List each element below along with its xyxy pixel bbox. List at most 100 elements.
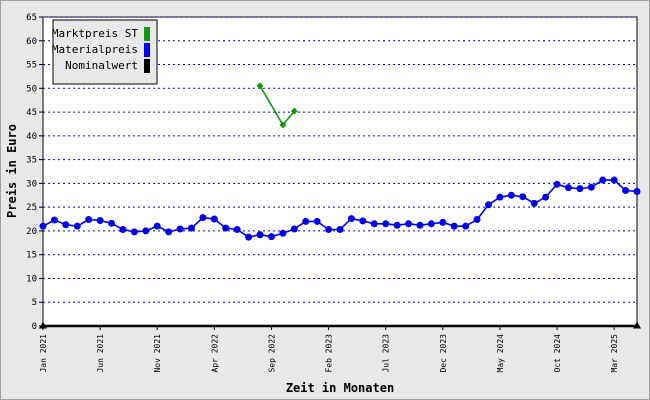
data-point [359,217,367,225]
data-point [370,220,378,228]
data-point [313,217,321,225]
x-tick-label: Feb 2023 [325,334,334,373]
data-point [188,224,195,232]
data-point [382,220,390,228]
legend: Marktpreis ST Materialpreis Nominalwert [52,19,158,85]
x-tick-label: Nov 2021 [153,334,162,373]
data-point [108,219,116,227]
data-point [450,222,458,230]
data-point [610,176,618,184]
data-point [119,225,127,233]
data-point [302,217,310,225]
data-point [290,225,298,233]
x-axis-title: Zeit in Monaten [286,381,394,395]
series-materialpreis [39,176,641,241]
data-point [439,218,447,226]
x-tick-label: May 2024 [496,334,505,373]
data-point [633,321,641,329]
y-tick-label: 60 [26,37,37,47]
x-tick-label: Jan 2021 [39,334,48,373]
legend-label: Nominalwert [65,59,138,72]
y-axis-ticks: 0 5 10 15 20 25 30 35 40 45 50 55 60 65 [26,13,43,332]
y-tick-label: 0 [32,322,37,332]
data-point [405,220,413,228]
x-tick-label: Apr 2022 [210,334,219,373]
data-point [210,215,218,223]
data-point [165,228,173,236]
data-point [633,187,641,195]
y-tick-label: 45 [26,108,37,118]
data-point [290,107,298,115]
data-point [39,222,47,230]
y-tick-label: 65 [26,13,37,23]
y-tick-label: 15 [26,251,37,261]
data-point [245,233,253,241]
data-point [519,193,527,201]
data-point [553,180,561,188]
data-point [256,82,264,90]
y-tick-label: 35 [26,156,37,166]
data-point [62,221,70,229]
legend-swatch [144,27,150,41]
data-point [153,222,161,230]
data-point [347,215,355,223]
legend-box [52,19,158,85]
data-point [473,216,481,224]
data-point [85,216,93,224]
data-point [485,201,492,209]
x-tick-label: Sep 2022 [267,334,276,373]
data-point [142,227,150,235]
y-tick-label: 40 [26,132,37,142]
y-tick-label: 20 [26,227,37,237]
data-point [599,176,607,184]
data-point [336,225,344,233]
data-point [130,228,138,236]
data-point [176,225,184,233]
data-point [222,224,230,232]
data-point [542,193,550,201]
legend-swatch [144,59,150,73]
data-point [416,221,424,229]
data-point [427,220,435,228]
x-tick-label: Jun 2021 [96,334,105,373]
legend-label: Materialpreis [52,43,138,56]
legend-swatch [144,43,150,57]
data-point [462,222,470,230]
x-tick-label: Oct 2024 [553,334,562,373]
x-tick-label: Jul 2023 [382,334,391,373]
data-point [39,321,47,329]
data-point [279,121,287,129]
data-point [576,185,584,193]
series-nominalwert [39,321,641,329]
x-tick-label: Dec 2023 [439,334,448,373]
y-tick-label: 25 [26,203,37,213]
data-point [530,199,538,207]
y-tick-label: 10 [26,274,37,284]
y-tick-label: 55 [26,61,37,71]
grid-lines [43,16,637,303]
data-point [267,233,275,241]
y-tick-label: 5 [32,298,37,308]
data-point [199,214,207,222]
data-point [73,222,81,230]
data-point [96,216,104,224]
data-point [393,221,401,229]
data-point [256,231,264,239]
data-point [496,193,504,201]
x-axis-ticks: Jan 2021 Jun 2021 Nov 2021 Apr 2022 Sep 2022… [39,326,619,373]
data-point [325,225,333,233]
data-point [587,183,595,191]
y-axis-title: Preis in Euro [5,124,19,218]
y-tick-label: 50 [26,84,37,94]
x-tick-label: Mar 2025 [610,334,619,373]
legend-label: Marktpreis ST [52,27,138,40]
series-marktpreis-st [256,82,298,129]
data-point [279,229,287,237]
data-point [50,216,58,224]
data-point [233,225,241,233]
series-group [39,82,641,329]
data-point [507,191,515,199]
data-point [564,184,572,192]
data-point [622,187,630,195]
